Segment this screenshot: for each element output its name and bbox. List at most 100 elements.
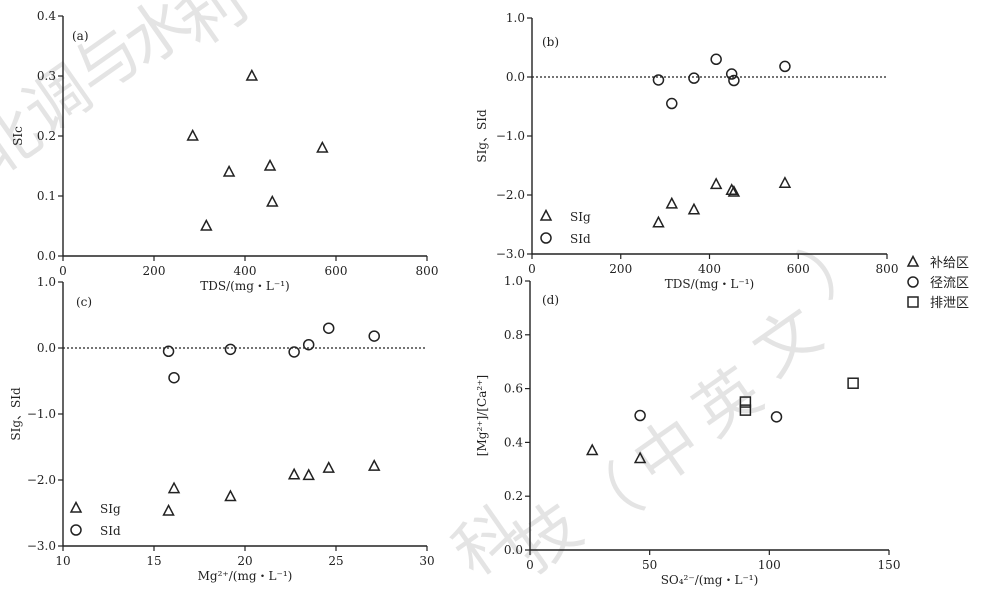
data-point-triangle	[687, 202, 701, 215]
y-tick-label: 1.0	[504, 274, 523, 288]
y-tick-label: 0.6	[504, 382, 523, 396]
x-tick-label: 30	[419, 554, 434, 568]
data-point-circle	[652, 74, 665, 86]
legend-label: SId	[100, 524, 121, 538]
y-tick-label: 0.4	[504, 435, 523, 449]
y-tick-label: 0.1	[37, 189, 56, 203]
data-point-triangle	[245, 68, 259, 81]
data-point-circle	[688, 72, 700, 84]
x-tick-label: 400	[698, 262, 721, 276]
panel-d: 0 50 100 150 0.0 0.2 0.4 0.6 0.8 1.0 (d) SO₄²⁻/(mg・…	[475, 274, 900, 587]
panel-a: 0 200 400 600 800 0.0 0.1 0.2 0.3 0.4 (a) TDS/(mg・L…	[11, 9, 438, 293]
data-point-square	[847, 377, 859, 389]
shared-legend-marker-circle	[907, 276, 919, 288]
x-tick-label: 600	[325, 264, 348, 278]
x-tick-label: 0	[528, 262, 536, 276]
data-point-triangle	[633, 451, 647, 464]
x-tick-label: 25	[328, 554, 343, 568]
data-point-triangle	[200, 218, 213, 231]
x-tick-label: 800	[416, 264, 439, 278]
shared-legend-label: 排泄区	[930, 296, 969, 311]
y-tick-label: 1.0	[37, 275, 56, 289]
data-point-circle	[288, 346, 300, 358]
data-point-circle	[322, 322, 335, 334]
data-point-square	[739, 396, 752, 408]
data-point-circle	[368, 330, 380, 342]
shared-legend-label: 补给区	[930, 256, 969, 271]
y-tick-label: −2.0	[27, 473, 56, 487]
data-point-circle	[162, 345, 175, 358]
data-point-circle	[770, 411, 783, 423]
data-point-circle	[710, 53, 722, 66]
y-tick-label: 0.2	[504, 489, 523, 503]
data-point-circle	[634, 409, 646, 422]
x-axis-title: SO₄²⁻/(mg・L⁻¹)	[661, 573, 759, 587]
x-tick-label: 100	[758, 558, 781, 572]
data-point-circle	[779, 60, 791, 73]
data-point-square	[739, 404, 752, 416]
panel-label-c: (c)	[76, 295, 92, 309]
data-point-triangle	[725, 183, 738, 196]
y-tick-label: 0.4	[37, 9, 56, 23]
legend-marker-circle	[540, 232, 552, 244]
y-axis-title: [Mg²⁺]/[Ca²⁺]	[475, 375, 489, 456]
data-point-triangle	[263, 158, 277, 171]
x-tick-label: 10	[55, 554, 70, 568]
data-point-triangle	[665, 196, 679, 209]
y-tick-label: −3.0	[496, 247, 525, 261]
panel-label-b: (b)	[542, 35, 559, 49]
y-tick-label: 1.0	[506, 11, 525, 25]
data-point-circle	[666, 97, 678, 110]
data-point-triangle	[367, 459, 381, 471]
x-axis-title: TDS/(mg・L⁻¹)	[200, 279, 289, 293]
x-tick-label: 800	[876, 262, 899, 276]
data-point-triangle	[186, 128, 199, 141]
shared-legend-label: 径流区	[930, 276, 969, 291]
y-tick-label: 0.3	[37, 69, 56, 83]
legend-marker-circle	[70, 524, 82, 536]
x-tick-label: 600	[787, 262, 810, 276]
panel-b: 0 200 400 600 800 1.0 0.0 −1.0 −2.0 −3.0 (b) TDS/(m…	[475, 11, 898, 291]
panel-label-d: (d)	[542, 293, 559, 307]
y-tick-label: 0.0	[504, 543, 523, 557]
x-tick-label: 15	[146, 554, 161, 568]
shared-legend-marker-triangle	[906, 254, 920, 267]
legend-label: SId	[570, 232, 591, 246]
legend-marker-triangle	[539, 208, 553, 221]
x-tick-label: 0	[59, 264, 67, 278]
data-point-triangle	[652, 215, 665, 228]
data-point-circle	[728, 74, 740, 87]
y-tick-label: 0.8	[504, 328, 523, 342]
data-point-triangle	[302, 468, 315, 481]
legend-label: SIg	[100, 502, 121, 516]
panel-c: 10 15 20 25 30 1.0 0.0 −1.0 −2.0 −3.0 (c) Mg²⁺/(mg・…	[9, 275, 435, 583]
x-tick-label: 20	[237, 554, 252, 568]
y-tick-label: 0.0	[37, 249, 56, 263]
shared-legend-marker-square	[907, 296, 919, 308]
data-point-circle	[168, 371, 180, 384]
y-tick-label: 0.2	[37, 129, 56, 143]
y-tick-label: −3.0	[27, 539, 56, 553]
legend-label: SIg	[570, 210, 591, 224]
data-point-circle	[302, 338, 315, 351]
data-point-triangle	[585, 443, 599, 456]
data-point-triangle	[316, 140, 329, 153]
x-axis-title: TDS/(mg・L⁻¹)	[665, 277, 754, 291]
data-point-circle	[725, 68, 738, 80]
data-point-triangle	[162, 503, 175, 516]
x-tick-label: 400	[234, 264, 257, 278]
x-tick-label: 200	[143, 264, 166, 278]
data-point-circle	[224, 343, 237, 356]
watermark-glyph: 文	[741, 294, 836, 391]
panel-label-a: (a)	[72, 29, 89, 43]
y-tick-label: −1.0	[27, 407, 56, 421]
data-point-triangle	[222, 164, 236, 177]
legend-marker-triangle	[69, 500, 83, 513]
data-point-triangle	[287, 467, 301, 480]
data-point-triangle	[266, 194, 279, 207]
data-point-triangle	[709, 177, 723, 190]
data-point-triangle	[322, 461, 335, 473]
